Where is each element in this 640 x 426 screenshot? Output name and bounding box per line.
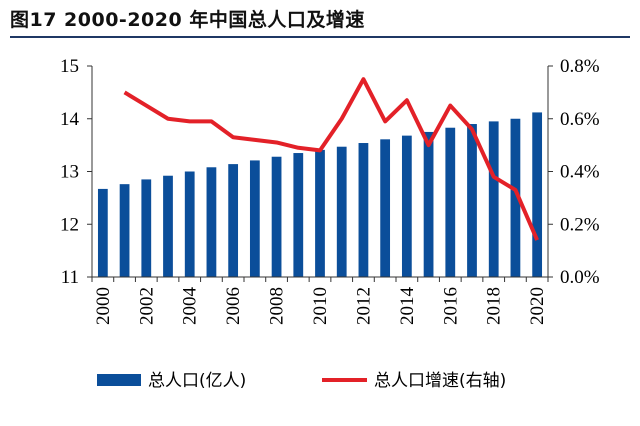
left-tick-label: 15	[60, 56, 79, 77]
bar-2015	[423, 131, 434, 277]
legend-bar-label: 总人口(亿人)	[148, 371, 246, 391]
legend: 总人口(亿人) 总人口增速(右轴)	[97, 371, 506, 391]
right-tick-label: 0.0%	[560, 267, 600, 288]
x-tick-label: 2018	[484, 287, 505, 325]
bar-2009	[293, 153, 304, 277]
x-tick-label: 2008	[267, 287, 288, 325]
axes	[87, 65, 553, 282]
x-tick-label: 2002	[136, 287, 157, 325]
bar-series	[97, 112, 543, 278]
bar-2004	[184, 171, 195, 277]
bar-2006	[228, 164, 239, 277]
bar-2002	[141, 179, 152, 277]
left-tick-label: 14	[60, 109, 80, 130]
bar-2019	[510, 118, 521, 277]
right-tick-label: 0.4%	[560, 162, 600, 183]
bar-2007	[249, 160, 260, 277]
left-tick-label: 13	[60, 162, 79, 183]
x-tick-label: 2010	[310, 287, 331, 325]
title-rule	[10, 36, 630, 38]
x-tick-label: 2020	[527, 287, 548, 325]
bar-2016	[445, 127, 456, 277]
bar-2020	[532, 112, 543, 277]
right-tick-label: 0.2%	[560, 214, 600, 235]
bar-2001	[119, 184, 130, 277]
bar-2005	[206, 167, 217, 277]
x-tick-label: 2006	[223, 287, 244, 325]
bar-2003	[163, 175, 173, 277]
bar-2000	[97, 188, 108, 277]
figure-title: 图17 2000-2020 年中国总人口及增速	[10, 9, 365, 31]
right-tick-label: 0.6%	[560, 109, 600, 130]
left-tick-label: 11	[61, 267, 79, 288]
right-tick-label: 0.8%	[560, 56, 600, 77]
bar-2012	[358, 143, 369, 277]
bar-2018	[488, 121, 499, 277]
bar-2017	[467, 124, 477, 278]
line-series	[123, 77, 539, 241]
growth-rate-line	[123, 77, 539, 241]
x-tick-label: 2014	[397, 287, 418, 326]
bar-2008	[271, 156, 282, 277]
tick-labels: 11 12 13 14 15 0.0% 0.2% 0.4% 0.6% 0.8% 2000 2002 20…	[60, 56, 600, 325]
x-tick-label: 2012	[353, 287, 374, 325]
bar-2014	[401, 135, 412, 277]
legend-bar-swatch	[97, 374, 141, 386]
left-tick-label: 12	[60, 214, 79, 235]
x-tick-label: 2004	[180, 287, 201, 326]
bar-2010	[315, 149, 325, 277]
legend-line-label: 总人口增速(右轴)	[374, 371, 506, 391]
bar-2013	[380, 139, 391, 277]
x-tick-label: 2000	[93, 287, 114, 325]
bar-2011	[336, 146, 347, 277]
x-tick-label: 2016	[440, 287, 461, 325]
